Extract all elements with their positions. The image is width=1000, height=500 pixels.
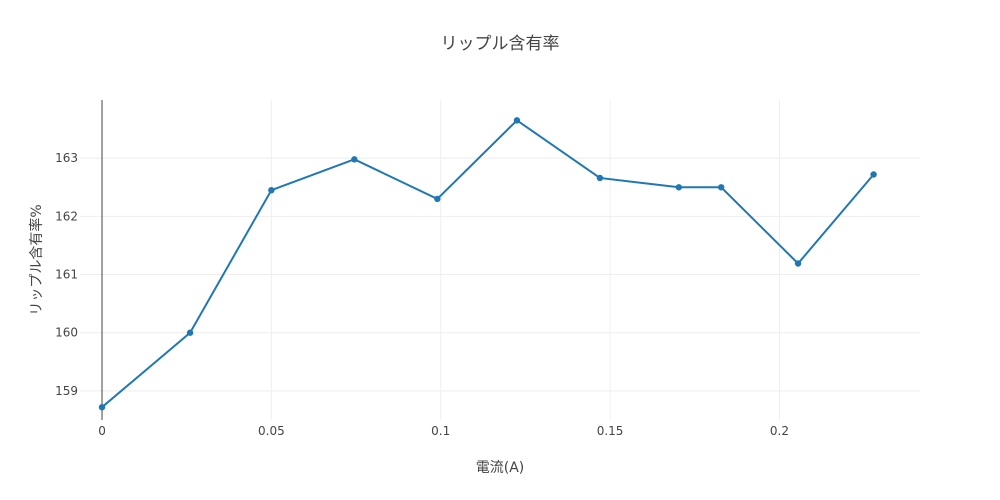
x-tick-label: 0.2 (770, 424, 789, 438)
data-point[interactable] (186, 329, 194, 336)
data-point[interactable] (794, 260, 802, 267)
x-tick-label: 0.05 (258, 424, 285, 438)
data-point[interactable] (675, 184, 683, 191)
y-tick-label: 160 (55, 326, 78, 340)
x-axis-label: 電流(A) (476, 460, 525, 476)
data-point[interactable] (596, 174, 604, 182)
gridlines (80, 100, 920, 420)
data-point[interactable] (98, 404, 106, 411)
data-point[interactable] (870, 171, 877, 178)
y-tick-label: 161 (55, 268, 78, 282)
y-tick-label: 162 (55, 209, 78, 223)
data-point[interactable] (513, 117, 521, 124)
x-tick-label: 0 (98, 424, 106, 438)
data-point[interactable] (268, 186, 275, 194)
y-axis-label: リップル含有率% (28, 204, 45, 315)
y-tick-label: 163 (55, 151, 78, 165)
data-point[interactable] (351, 156, 358, 163)
series-layer (98, 117, 877, 411)
series-line (101, 119, 875, 408)
chart-title: リップル含有率 (441, 34, 560, 54)
x-tick-label: 0.15 (597, 424, 624, 438)
x-tick-label: 0.1 (431, 424, 450, 438)
data-point[interactable] (717, 184, 725, 191)
axes: 159 160 161 162 163 0 0.05 0.1 0.15 0.2 (55, 100, 789, 438)
y-tick-label: 159 (55, 384, 78, 398)
data-point[interactable] (434, 195, 441, 203)
